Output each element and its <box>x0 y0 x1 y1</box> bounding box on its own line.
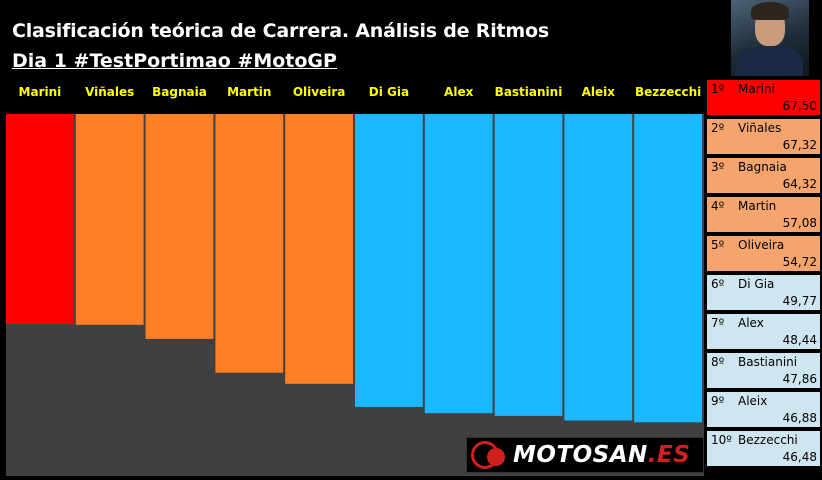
ranking-value: 49,77 <box>782 294 817 308</box>
category-label: Marini <box>19 85 62 99</box>
ranking-name: Di Gia <box>738 277 775 291</box>
ranking-panel: 1º Marini 67,50 2º Viñales 67,32 3º Bagn… <box>707 80 820 470</box>
bar-bagnaia <box>145 114 214 339</box>
ranking-position: 9º <box>711 394 725 408</box>
ranking-value: 64,32 <box>782 177 817 191</box>
chart-title: Clasificación teórica de Carrera. Anális… <box>12 20 549 42</box>
ranking-row-2: 2º Viñales 67,32 <box>707 119 820 154</box>
ranking-row-4: 4º Martin 57,08 <box>707 197 820 232</box>
bar-martin <box>215 114 284 373</box>
bar-alex <box>424 114 493 414</box>
ranking-position: 10º <box>711 433 732 447</box>
ranking-name: Martin <box>738 199 777 213</box>
ranking-name: Bagnaia <box>738 160 787 174</box>
ranking-row-9: 9º Aleix 46,88 <box>707 392 820 427</box>
ranking-row-5: 5º Oliveira 54,72 <box>707 236 820 271</box>
ranking-value: 57,08 <box>782 216 817 230</box>
category-label: Martin <box>227 85 271 99</box>
ranking-position: 6º <box>711 277 725 291</box>
ranking-value: 46,88 <box>782 411 817 425</box>
category-label: Di Gia <box>369 85 409 99</box>
ranking-position: 2º <box>711 121 725 135</box>
category-label: Oliveira <box>293 85 346 99</box>
category-label: Aleix <box>582 85 616 99</box>
logo-text-suffix: .ES <box>647 442 691 468</box>
ranking-name: Viñales <box>738 121 782 135</box>
ranking-position: 3º <box>711 160 725 174</box>
ranking-name: Alex <box>738 316 764 330</box>
rider-hair-shape <box>751 2 789 20</box>
ranking-name: Marini <box>738 82 775 96</box>
ranking-row-8: 8º Bastianini 47,86 <box>707 353 820 388</box>
category-label: Alex <box>444 85 474 99</box>
bar-marini <box>6 114 74 324</box>
chart-subtitle: Dia 1 #TestPortimao #MotoGP <box>12 50 337 72</box>
ranking-position: 1º <box>711 82 725 96</box>
ranking-row-6: 6º Di Gia 49,77 <box>707 275 820 310</box>
ranking-position: 8º <box>711 355 725 369</box>
motosan-logo: MOTOSAN.ES <box>466 437 704 473</box>
logo-rider-icon <box>487 448 505 466</box>
ranking-value: 46,48 <box>782 450 817 464</box>
ranking-row-3: 3º Bagnaia 64,32 <box>707 158 820 193</box>
bar-bastianini <box>494 114 563 416</box>
ranking-value: 67,32 <box>782 138 817 152</box>
category-label: Bagnaia <box>152 85 207 99</box>
ranking-name: Bastianini <box>738 355 798 369</box>
bar-di-gia <box>355 114 423 407</box>
ranking-value: 47,86 <box>782 372 817 386</box>
logo-text: MOTOSAN.ES <box>513 442 690 468</box>
logo-text-main: MOTOSAN <box>513 442 648 468</box>
ranking-value: 48,44 <box>782 333 817 347</box>
ranking-name: Aleix <box>738 394 768 408</box>
ranking-position: 4º <box>711 199 725 213</box>
bar-vi-ales <box>75 114 144 325</box>
category-label: Bezzecchi <box>635 85 701 99</box>
ranking-position: 5º <box>711 238 725 252</box>
bar-oliveira <box>285 114 353 384</box>
category-label: Viñales <box>85 85 134 99</box>
ranking-name: Bezzecchi <box>738 433 798 447</box>
bar-aleix <box>564 114 633 421</box>
rider-body-shape <box>737 46 803 76</box>
ranking-position: 7º <box>711 316 725 330</box>
bar-bezzecchi <box>634 114 702 423</box>
rider-photo <box>731 0 809 76</box>
category-label: Bastianini <box>495 85 563 99</box>
ranking-row-10: 10º Bezzecchi 46,48 <box>707 431 820 466</box>
ranking-row-7: 7º Alex 48,44 <box>707 314 820 349</box>
ranking-value: 54,72 <box>782 255 817 269</box>
ranking-value: 67,50 <box>782 99 817 113</box>
ranking-name: Oliveira <box>738 238 785 252</box>
ranking-row-1: 1º Marini 67,50 <box>707 80 820 115</box>
